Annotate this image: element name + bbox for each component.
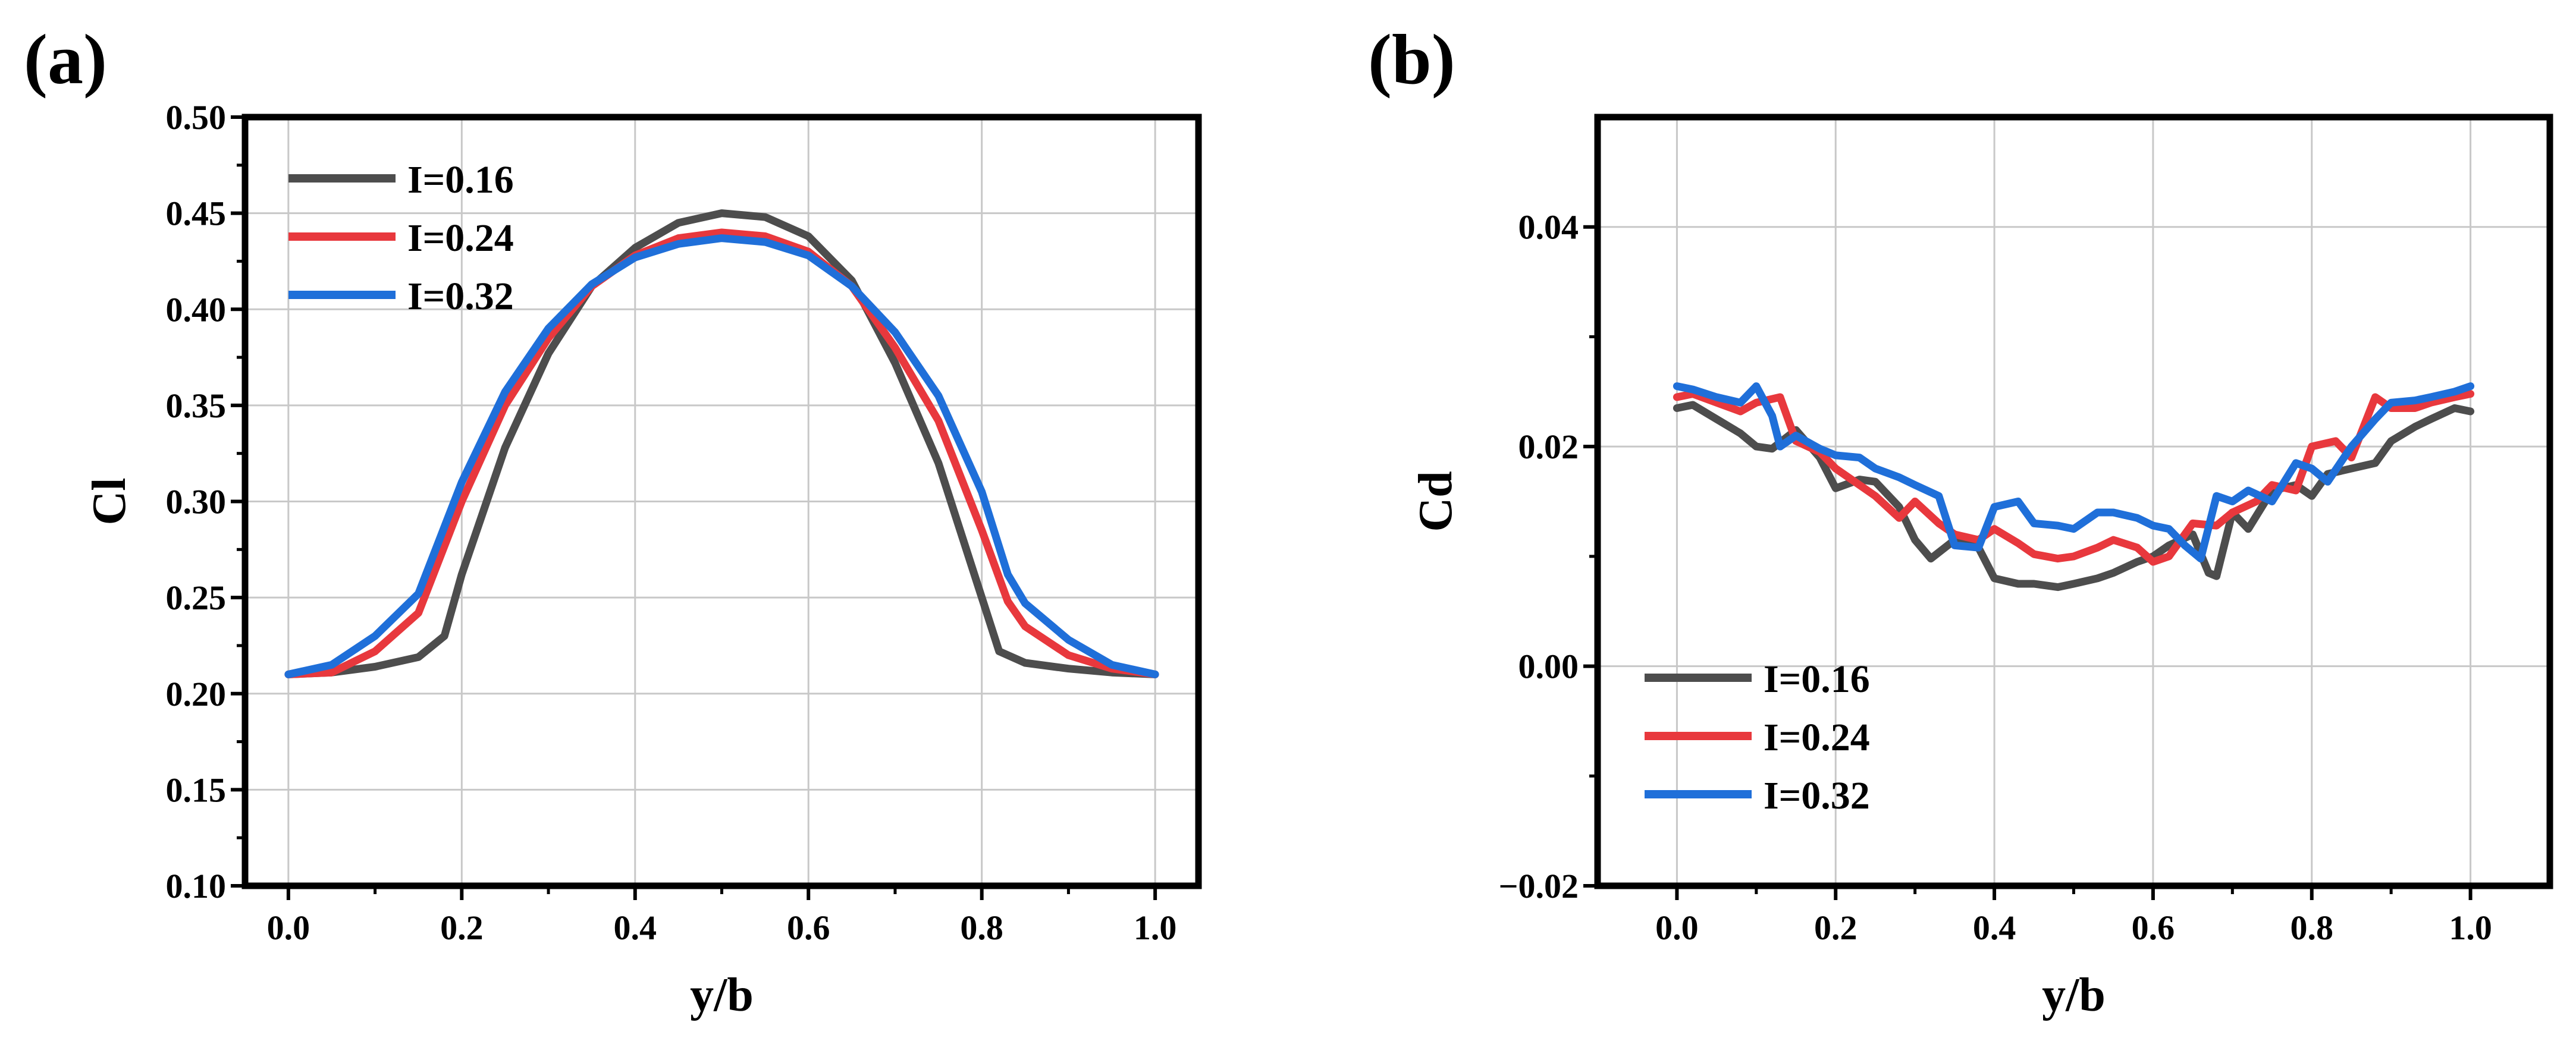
x-tick-label: 0.6 bbox=[787, 908, 830, 947]
y-tick-label: 0.25 bbox=[166, 578, 227, 617]
legend-label: I=0.24 bbox=[407, 216, 514, 260]
x-axis-title: y/b bbox=[690, 969, 754, 1021]
legend-label: I=0.24 bbox=[1764, 716, 1870, 759]
series-line-I=0.32 bbox=[1673, 382, 2475, 563]
y-tick-label: 0.30 bbox=[166, 483, 227, 521]
x-tick-label: 0.0 bbox=[267, 908, 310, 947]
y-tick-label: 0.04 bbox=[1518, 208, 1579, 247]
y-tick-label: 0.02 bbox=[1518, 427, 1579, 466]
series-line-I=0.32 bbox=[284, 234, 1159, 678]
legend-label: I=0.16 bbox=[407, 158, 514, 202]
y-axis-title: Cd bbox=[1410, 471, 1462, 531]
y-tick-label: 0.35 bbox=[166, 386, 227, 425]
panel-label: (a) bbox=[24, 20, 107, 99]
x-tick-label: 0.4 bbox=[614, 908, 657, 947]
y-tick-label: 0.45 bbox=[166, 194, 227, 233]
y-tick-label: 0.40 bbox=[166, 290, 227, 329]
y-tick-label: 0.00 bbox=[1518, 647, 1579, 686]
y-tick-label: −0.02 bbox=[1498, 867, 1579, 905]
x-tick-label: 0.0 bbox=[1655, 908, 1699, 947]
legend-label: I=0.16 bbox=[1764, 658, 1870, 701]
y-tick-label: 0.50 bbox=[166, 98, 227, 137]
legend: I=0.16 I=0.24 I=0.32 bbox=[288, 158, 514, 318]
y-axis-title: Cl bbox=[83, 478, 136, 526]
x-tick-label: 0.2 bbox=[440, 908, 484, 947]
x-tick-label: 0.8 bbox=[2291, 908, 2334, 947]
x-tick-label: 0.4 bbox=[1973, 908, 2016, 947]
legend-label: I=0.32 bbox=[407, 275, 514, 318]
x-tick-label: 1.0 bbox=[2449, 908, 2492, 947]
x-axis-title: y/b bbox=[2042, 969, 2106, 1021]
legend-label: I=0.32 bbox=[1764, 774, 1870, 817]
y-tick-label: 0.15 bbox=[166, 770, 227, 809]
panel-label: (b) bbox=[1368, 20, 1455, 99]
x-tick-label: 1.0 bbox=[1134, 908, 1177, 947]
chart-panel-b: (b) 0.0 0.2 0.4 0.6 0.8 1.0 −0.02 0.00 0.02 0.04 y/… bbox=[1368, 20, 2553, 1021]
y-tick-label: 0.20 bbox=[166, 675, 227, 713]
legend: I=0.16 I=0.24 I=0.32 bbox=[1645, 658, 1870, 817]
series-line-I=0.24 bbox=[284, 228, 1159, 678]
x-tick-label: 0.8 bbox=[960, 908, 1003, 947]
chart-panel-a: (a) 0.0 0.2 0.4 0.6 0.8 1.0 0.10 0.15 0.20 0.25 0.3… bbox=[24, 20, 1202, 1021]
x-tick-label: 0.2 bbox=[1814, 908, 1858, 947]
series-line-I=0.24 bbox=[1673, 390, 2475, 566]
y-tick-label: 0.10 bbox=[166, 867, 227, 905]
plot-frame bbox=[1594, 114, 2553, 889]
series-line-I=0.16 bbox=[284, 209, 1159, 678]
x-tick-label: 0.6 bbox=[2132, 908, 2175, 947]
